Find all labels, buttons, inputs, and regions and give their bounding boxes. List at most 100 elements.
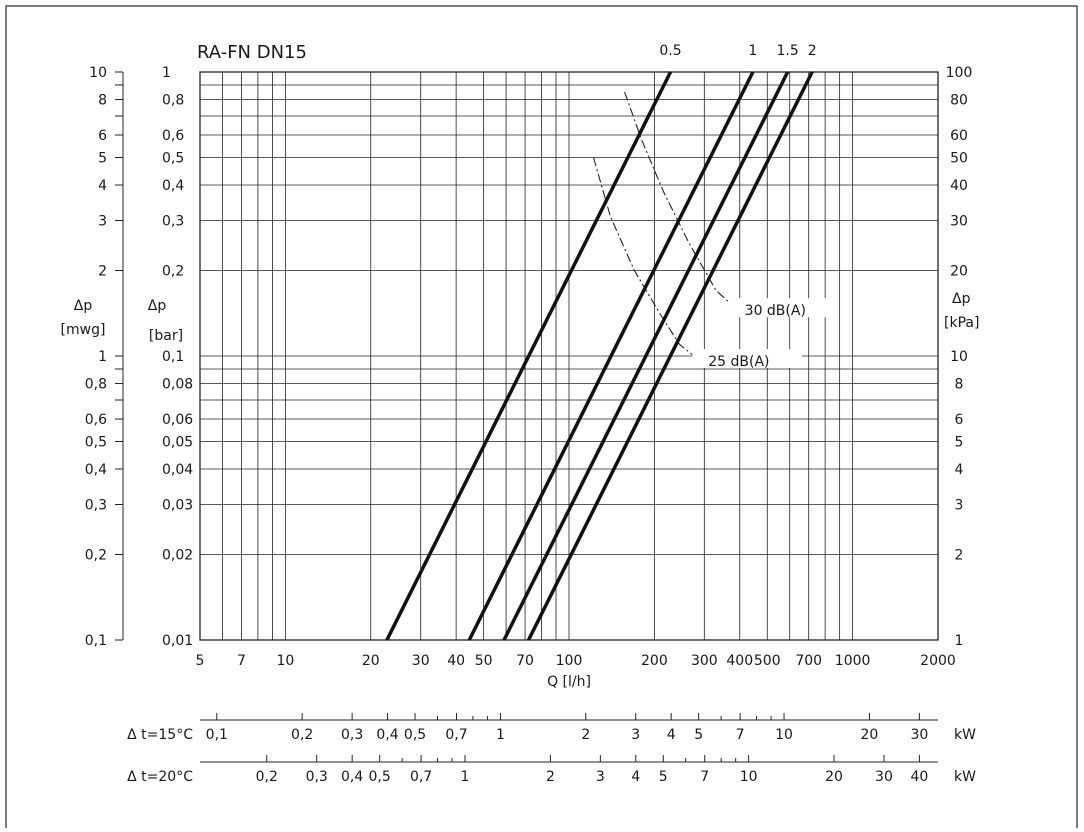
- noise-label: 25 dB(A): [708, 354, 769, 370]
- y-left-mwg-tick-label: 1: [98, 349, 107, 365]
- y-left-bar-tick-label: 0,2: [162, 264, 184, 280]
- axis-ticks: [115, 71, 124, 641]
- y-left-mwg-tick-label: 8: [98, 93, 107, 109]
- secondary-axis-tick-label: 5: [694, 727, 703, 743]
- secondary-axis-unit: kW: [954, 727, 976, 743]
- y-left-bar-tick-label: 0,8: [162, 93, 184, 109]
- y-left-mwg-tick-label: 0,2: [85, 548, 107, 564]
- x-tick-label: 20: [362, 653, 380, 669]
- secondary-axis-tick-label: 0,3: [341, 727, 363, 743]
- x-axis-label: Q [l/h]: [547, 674, 591, 690]
- secondary-axis-tick-label: 4: [667, 727, 676, 743]
- series-line: [385, 71, 673, 641]
- y-left-bar-tick-label: 0,3: [162, 213, 184, 229]
- secondary-axis-tick-label: 10: [775, 727, 793, 743]
- y-left-bar-tick-label: 0,04: [162, 462, 193, 478]
- y-left-bar-tick-label: 0,02: [162, 548, 193, 564]
- y-right-kpa-tick-label: 30: [950, 213, 968, 229]
- y-left-bar-unit: [bar]: [149, 328, 183, 344]
- x-tick-label: 2000: [920, 653, 956, 669]
- y-left-mwg-tick-label: 0,4: [85, 462, 107, 478]
- x-tick-label: 40: [447, 653, 465, 669]
- y-right-kpa-tick-label: 80: [950, 93, 968, 109]
- noise-curves: 30 dB(A) 25 dB(A): [592, 91, 839, 370]
- series-label: 2: [808, 43, 817, 59]
- y-left-bar-tick-label: 1: [162, 65, 171, 81]
- noise-curve: [592, 157, 701, 362]
- secondary-axis-tick-label: 0,4: [376, 727, 398, 743]
- secondary-axis-tick-label: 0,1: [206, 727, 228, 743]
- tick-labels: 10 8 6 5 4 3 2 1 0,8 0,6 0,5 0,4 0,3 0,2 0,1 1 0,8 0,6 0,5…: [85, 65, 973, 669]
- y-right-kpa-tick-label: 50: [950, 150, 968, 166]
- y-right-kpa-tick-label: 4: [955, 462, 964, 478]
- y-left-mwg-tick-label: 10: [89, 65, 107, 81]
- secondary-axis-label: Δ t=15°C: [127, 727, 193, 743]
- series-line: [526, 71, 814, 641]
- secondary-axis-tick-label: 0,3: [306, 769, 328, 785]
- secondary-axis-tick-label: 3: [631, 727, 640, 743]
- x-tick-label: 700: [795, 653, 822, 669]
- y-right-kpa-tick-label: 100: [946, 65, 973, 81]
- y-right-kpa-unit: [kPa]: [944, 315, 979, 331]
- secondary-axis-tick-label: 40: [910, 769, 928, 785]
- secondary-axis-tick-label: 1: [496, 727, 505, 743]
- y-left-mwg-unit: [mwg]: [61, 322, 106, 338]
- x-tick-label: 10: [276, 653, 294, 669]
- noise-curve: [624, 91, 739, 311]
- secondary-axis-tick-label: 0,5: [404, 727, 426, 743]
- y-left-mwg-tick-label: 2: [98, 264, 107, 280]
- x-tick-label: 500: [754, 653, 781, 669]
- y-left-bar-tick-label: 0,4: [162, 178, 184, 194]
- secondary-axis-tick-label: 20: [861, 727, 879, 743]
- secondary-axis-tick-label: 20: [825, 769, 843, 785]
- y-left-bar-tick-label: 0,5: [162, 150, 184, 166]
- noise-label: 30 dB(A): [745, 303, 806, 319]
- outer-frame: [5, 5, 1078, 832]
- series-label: 0.5: [659, 43, 681, 59]
- secondary-axis-tick-label: 2: [581, 727, 590, 743]
- y-right-kpa-tick-label: 5: [955, 434, 964, 450]
- x-tick-label: 30: [412, 653, 430, 669]
- secondary-axis-tick-label: 0,5: [369, 769, 391, 785]
- y-right-kpa-tick-label: 6: [955, 412, 964, 428]
- secondary-axis-tick-label: 0,2: [256, 769, 278, 785]
- series-line: [502, 71, 790, 641]
- y-left-bar-label: Δp: [148, 298, 167, 314]
- secondary-axis-tick-label: 10: [740, 769, 758, 785]
- secondary-axis-tick-label: 7: [736, 727, 745, 743]
- y-right-kpa-tick-label: 10: [950, 349, 968, 365]
- y-left-mwg-tick-label: 6: [98, 128, 107, 144]
- y-left-mwg-tick-label: 5: [98, 150, 107, 166]
- y-right-kpa-tick-label: 8: [955, 377, 964, 393]
- secondary-axis-tick-label: 0,2: [291, 727, 313, 743]
- y-left-mwg-tick-label: 4: [98, 178, 107, 194]
- y-right-kpa-tick-label: 3: [955, 497, 964, 513]
- noise-label-background: [728, 298, 839, 318]
- y-left-bar-tick-label: 0,01: [162, 633, 193, 649]
- secondary-axes: 0,1 0,2 0,3 0,4 0,5 0,7 1 2 3 4 5 7 10 20 30 Δ t=15°C kW…: [127, 713, 976, 785]
- y-left-mwg-label: Δp: [74, 298, 93, 314]
- y-right-kpa-tick-label: 40: [950, 178, 968, 194]
- x-tick-label: 50: [475, 653, 493, 669]
- secondary-axis-tick-label: 30: [875, 769, 893, 785]
- y-right-kpa-label: Δp: [952, 291, 971, 307]
- series-label: 1: [748, 43, 757, 59]
- y-left-bar-tick-label: 0,05: [162, 434, 193, 450]
- x-tick-label: 100: [556, 653, 583, 669]
- y-right-kpa-tick-label: 2: [955, 548, 964, 564]
- y-left-bar-tick-label: 0,1: [162, 349, 184, 365]
- secondary-axis-tick-label: 30: [910, 727, 928, 743]
- secondary-axis-tick-label: 0,4: [341, 769, 363, 785]
- y-left-mwg-tick-label: 0,1: [85, 633, 107, 649]
- secondary-axis-unit: kW: [954, 769, 976, 785]
- x-tick-label: 7: [237, 653, 246, 669]
- secondary-axis-label: Δ t=20°C: [127, 769, 193, 785]
- y-left-mwg-tick-label: 0,3: [85, 497, 107, 513]
- secondary-axis-tick-label: 2: [546, 769, 555, 785]
- y-left-mwg-tick-label: 0,6: [85, 412, 107, 428]
- series-lines: 0.5 1 1.5 2: [385, 43, 817, 641]
- y-left-bar-tick-label: 0,03: [162, 497, 193, 513]
- secondary-axis-tick-label: 1: [461, 769, 470, 785]
